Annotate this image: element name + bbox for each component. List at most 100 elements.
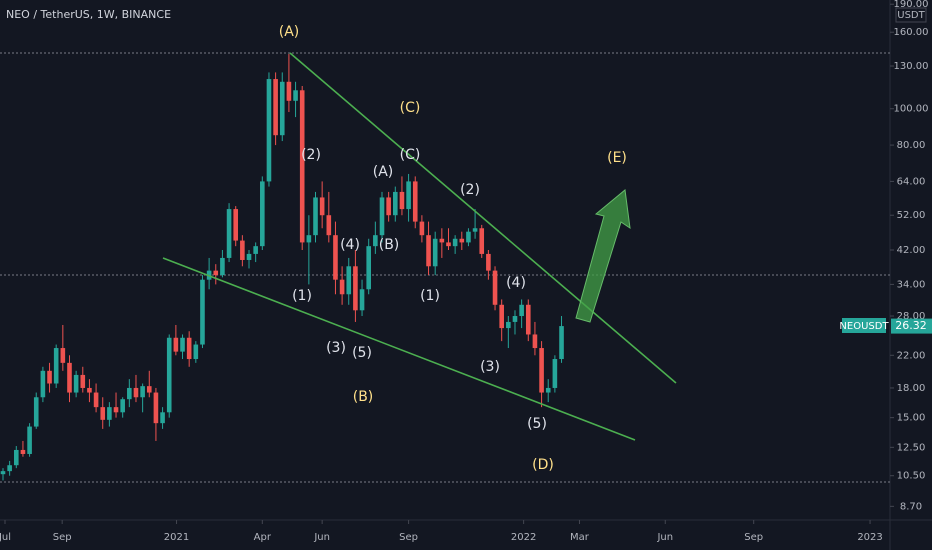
- candle-body: [93, 392, 99, 408]
- y-tick-label: 64.00: [897, 176, 926, 187]
- candle-body: [466, 231, 471, 243]
- wave-label: (C): [400, 147, 421, 163]
- candle-body: [127, 387, 132, 400]
- candle-body: [319, 197, 325, 216]
- time-axis: Jul Sep 2021 Apr Jun Sep 2022 Mar Jun Sep 2023: [0, 520, 883, 543]
- candle-body: [273, 79, 278, 136]
- candle-body: [412, 181, 418, 222]
- candle-body: [379, 197, 385, 236]
- y-tick-label: 34.00: [897, 279, 926, 290]
- candle-body: [459, 238, 465, 243]
- candle-body: [146, 386, 152, 393]
- y-tick-label: 52.00: [897, 210, 926, 221]
- y-tick-label: 160.00: [894, 27, 929, 38]
- candle-body: [373, 235, 378, 247]
- candle-body: [279, 81, 285, 136]
- y-tick-label: 15.00: [897, 413, 926, 424]
- y-tick-label: 190.00: [894, 0, 929, 10]
- wave-label: (1): [292, 288, 312, 304]
- candle-body: [140, 386, 145, 398]
- y-tick-label: 42.00: [897, 245, 926, 256]
- candle-body: [240, 240, 245, 260]
- currency: USDT: [897, 10, 925, 21]
- candle-body: [60, 348, 66, 363]
- candle-body: [406, 181, 411, 210]
- last-price-box: [891, 318, 932, 334]
- x-tick-label: 2023: [857, 532, 882, 543]
- x-tick-label: Jul: [0, 532, 11, 543]
- candle-body: [193, 344, 199, 360]
- x-tick-label: 2021: [164, 532, 189, 543]
- candle-body: [80, 374, 86, 388]
- x-tick-label: Jun: [656, 532, 673, 543]
- candle-body: [107, 407, 112, 420]
- candle-body: [133, 387, 139, 398]
- candle-body: [213, 270, 219, 276]
- candle-body: [432, 238, 438, 267]
- y-tick-label: 100.00: [894, 104, 929, 115]
- x-tick-label: Sep: [744, 532, 763, 543]
- trend-line: [162, 257, 636, 441]
- candle-body: [253, 246, 258, 254]
- candle-body: [266, 79, 272, 182]
- x-tick-label: Jun: [313, 532, 330, 543]
- candle-body: [486, 253, 491, 271]
- candle-body: [366, 246, 372, 290]
- candle-body: [0, 471, 6, 475]
- annotations: (A) (C) (E) (B) (D) (2) (4) (B) (A) (C) …: [279, 24, 627, 473]
- candle-body: [333, 235, 338, 280]
- candle-body: [506, 321, 511, 329]
- candle-body: [153, 392, 159, 424]
- y-tick-label: 22.00: [897, 350, 926, 361]
- candle-body: [479, 228, 485, 254]
- candle-body: [545, 387, 551, 393]
- candle-body: [339, 279, 345, 295]
- candle-body: [113, 407, 119, 413]
- wave-label: (2): [460, 182, 480, 198]
- wave-label: (A): [373, 164, 394, 180]
- candle-body: [7, 465, 12, 472]
- candle-body: [419, 221, 425, 236]
- wave-label: (4): [506, 275, 526, 291]
- candle-body: [20, 449, 26, 454]
- chart-title: NEO / TetherUS, 1W, BINANCE: [6, 8, 171, 21]
- candle-body: [313, 197, 318, 236]
- candle-body: [120, 399, 125, 413]
- candle-body: [392, 191, 398, 216]
- candle-body: [492, 270, 498, 305]
- candle-body: [186, 337, 192, 360]
- candle-body: [359, 289, 365, 311]
- candle-body: [346, 266, 352, 295]
- candle-body: [67, 362, 72, 393]
- candle-body: [299, 90, 305, 243]
- candle-body: [426, 235, 431, 267]
- candle-body: [200, 279, 205, 345]
- candle-body: [260, 181, 265, 247]
- candle-body: [499, 304, 504, 329]
- wave-label: (5): [527, 416, 547, 432]
- candle-body: [13, 449, 19, 466]
- candle-body: [559, 326, 564, 360]
- candle-body: [399, 191, 405, 210]
- wave-label: (B): [353, 389, 374, 405]
- candle-body: [519, 304, 524, 317]
- y-tick-label: 8.70: [900, 501, 922, 512]
- candle-body: [47, 370, 52, 384]
- wave-label: (4): [340, 237, 360, 253]
- x-tick-label: Apr: [254, 532, 272, 543]
- y-tick-label: 28.00: [897, 311, 926, 322]
- y-tick-label: 12.50: [897, 442, 926, 453]
- arrow: [575, 189, 631, 323]
- candle-body: [446, 242, 451, 247]
- candle-body: [166, 337, 172, 413]
- x-tick-label: 2022: [511, 532, 536, 543]
- candle-body: [386, 197, 391, 216]
- wave-label: (5): [352, 345, 372, 361]
- candle-body: [532, 334, 538, 349]
- last-price: 26.32: [895, 319, 927, 332]
- wave-label: (1): [420, 288, 440, 304]
- y-tick-label: 80.00: [897, 140, 926, 151]
- candle-body: [306, 235, 312, 243]
- candle-body: [552, 359, 558, 388]
